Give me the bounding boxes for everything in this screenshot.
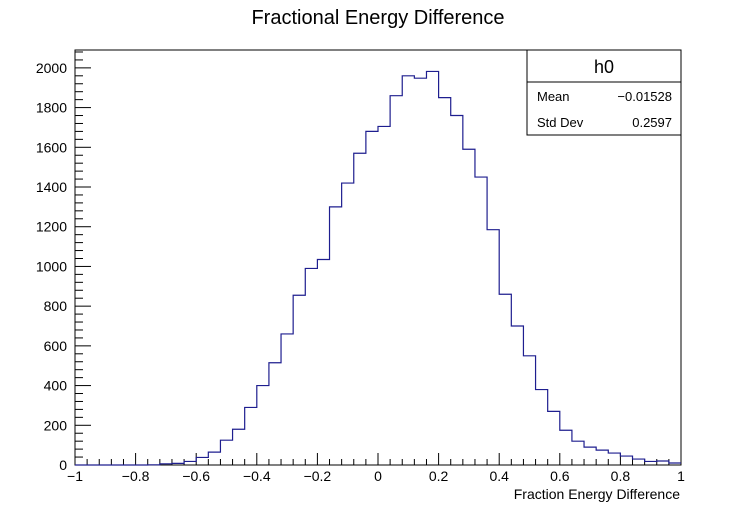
x-tick-label: −0.4 [243,468,271,484]
stats-mean-label: Mean [537,89,570,104]
x-tick-label: −0.6 [182,468,210,484]
x-tick-label: 0.8 [611,468,631,484]
stats-box: h0 Mean −0.01528 Std Dev 0.2597 [526,49,682,136]
y-tick-label: 2000 [36,60,67,76]
stats-stddev-value: 0.2597 [632,115,672,130]
histogram-outline [75,70,681,466]
x-axis-title: Fraction Energy Difference [514,486,680,502]
y-tick-label: 400 [44,378,68,394]
y-tick-label: 1800 [36,100,67,116]
chart-title: Fractional Energy Difference [251,7,504,29]
stats-histogram-name: h0 [594,57,614,77]
stats-mean-value: −0.01528 [617,89,672,104]
y-tick-label: 800 [44,298,68,314]
y-tick-label: 1000 [36,258,67,274]
tick-labels: −1 −0.8 −0.6 −0.4 −0.2 0 0.2 0.4 0.6 0.8 1 0 200 400 6… [36,60,685,484]
y-tick-label: 0 [59,457,67,473]
stats-box-header [526,49,682,83]
x-tick-label: −1 [67,468,83,484]
x-tick-label: 0.6 [550,468,570,484]
y-tick-label: 1200 [36,219,67,235]
x-tick-label: 0.2 [429,468,449,484]
x-tick-label: 0 [374,468,382,484]
x-tick-label: 1 [677,468,685,484]
stats-box-body [526,81,682,136]
y-tick-label: 1600 [36,139,67,155]
axis-ticks [74,51,682,466]
x-tick-label: −0.8 [122,468,150,484]
stats-stddev-label: Std Dev [537,115,584,130]
y-tick-label: 200 [44,417,68,433]
y-tick-label: 600 [44,338,68,354]
x-tick-label: −0.2 [304,468,332,484]
x-tick-label: 0.4 [489,468,509,484]
y-tick-label: 1400 [36,179,67,195]
